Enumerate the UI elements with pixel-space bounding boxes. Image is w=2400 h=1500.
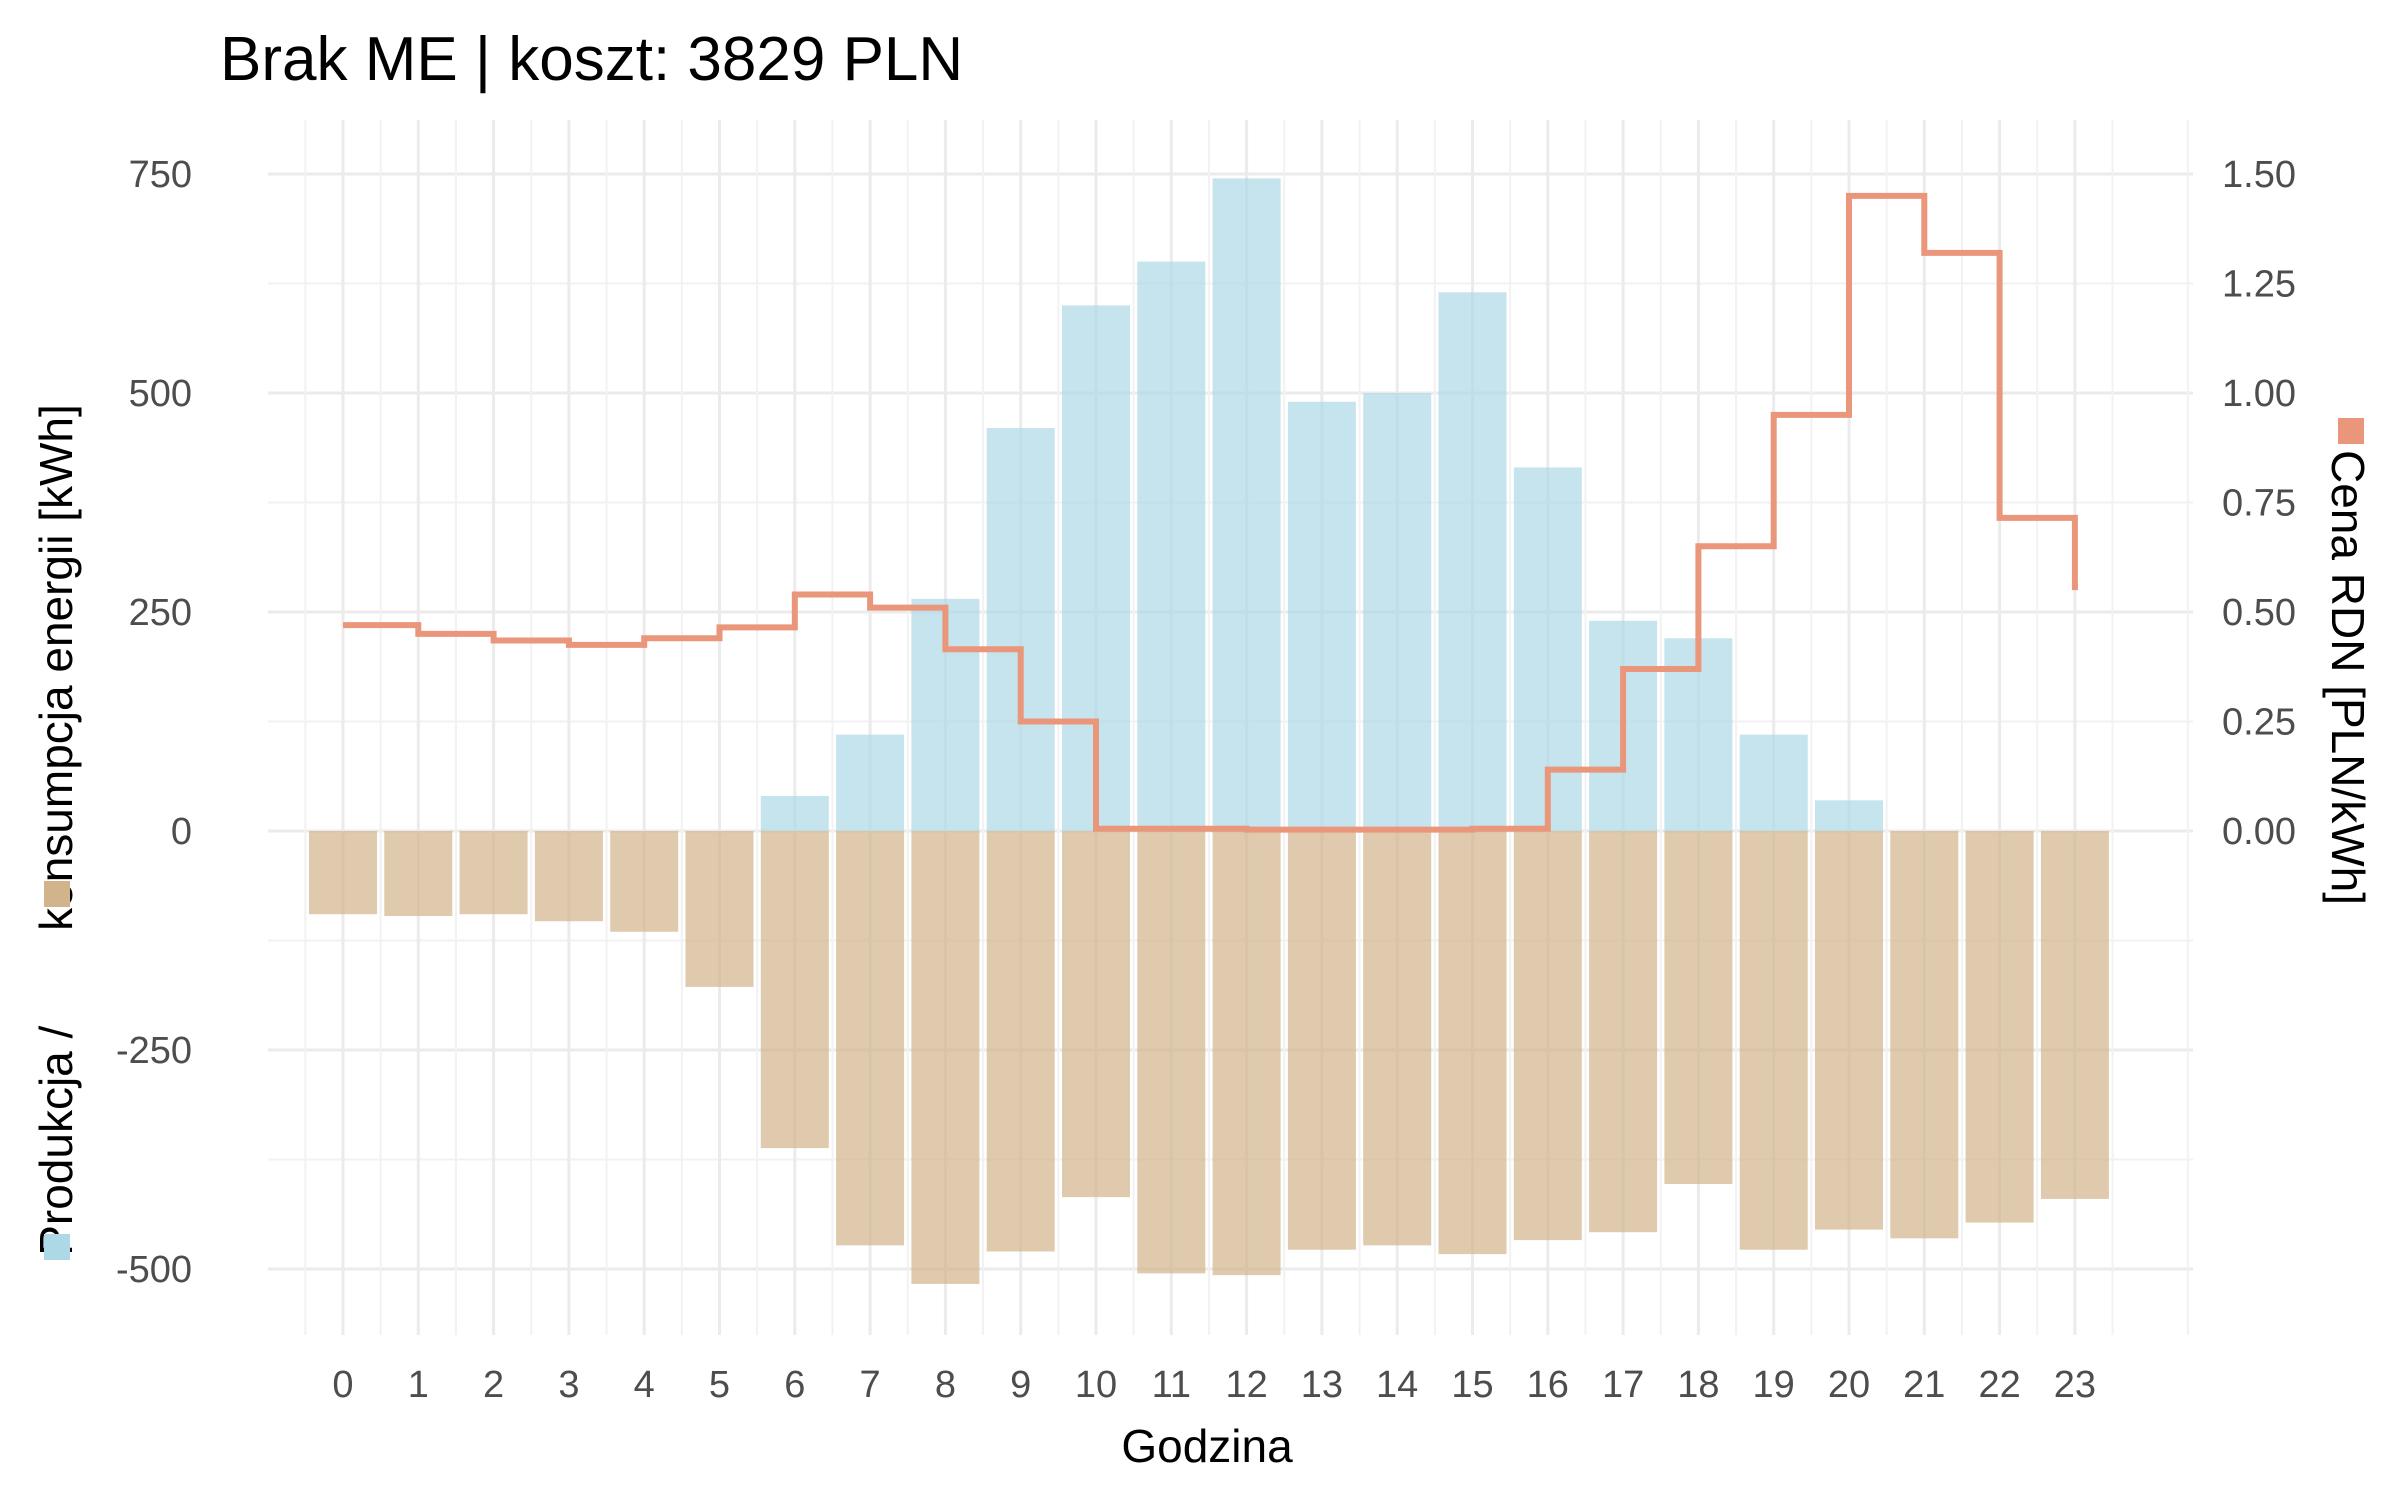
consumption-bar-20 (1815, 831, 1883, 1230)
consumption-bar-9 (986, 831, 1055, 1252)
consumption-bar-10 (1062, 831, 1130, 1198)
consumption-bar-8 (911, 831, 980, 1284)
right-tick-label: 0.25 (2222, 702, 2296, 744)
right-tick-label: 0.50 (2222, 592, 2296, 634)
consumption-bar-3 (534, 831, 603, 922)
price-line (343, 192, 2078, 833)
left-tick-label: -250 (116, 1030, 192, 1072)
x-tick-label: 1 (408, 1364, 429, 1406)
y-axis-right-title: Cena RDN [PLN/kWh] (2322, 450, 2374, 905)
consumption-bar-17 (1589, 831, 1658, 1233)
right-tick-label: 0.00 (2222, 811, 2296, 853)
x-tick-label: 18 (1677, 1364, 1719, 1406)
right-tick-label: 0.75 (2222, 483, 2296, 525)
consumption-bar-0 (309, 831, 377, 915)
y-axis-right-title-text: Cena RDN [PLN/kWh] (2322, 450, 2374, 905)
consumption-bar-12 (1212, 831, 1281, 1276)
consumption-bar-23 (2040, 831, 2109, 1199)
x-tick-label: 21 (1903, 1364, 1945, 1406)
left-axis-ticks: 750 500 250 0 -250 -500 (116, 154, 192, 1291)
y-axis-left-title: Produkcja / konsumpcja energii [kWh] (30, 404, 82, 1256)
left-tick-label: -500 (116, 1249, 192, 1291)
x-tick-label: 14 (1376, 1364, 1418, 1406)
right-tick-label: 1.25 (2222, 264, 2296, 306)
production-bar-13 (1287, 401, 1356, 831)
x-tick-label: 0 (332, 1364, 353, 1406)
consumption-bar-5 (685, 831, 754, 987)
left-tick-label: 750 (129, 154, 192, 196)
x-tick-label: 5 (709, 1364, 730, 1406)
production-bar-9 (986, 428, 1055, 831)
consumption-bar-7 (836, 831, 905, 1246)
consumption-bar-19 (1739, 831, 1808, 1250)
x-tick-label: 13 (1301, 1364, 1343, 1406)
x-tick-label: 20 (1828, 1364, 1870, 1406)
x-tick-label: 7 (860, 1364, 881, 1406)
production-bar-20 (1815, 800, 1883, 831)
x-tick-label: 4 (634, 1364, 655, 1406)
right-axis-ticks: 1.50 1.25 1.00 0.75 0.50 0.25 0.00 (2222, 154, 2296, 853)
consumption-bar-15 (1438, 831, 1507, 1255)
legend-key-production (44, 1234, 70, 1260)
x-tick-label: 19 (1753, 1364, 1795, 1406)
left-tick-label: 500 (129, 373, 192, 415)
consumption-bar-21 (1890, 831, 1959, 1239)
x-tick-label: 12 (1225, 1364, 1267, 1406)
production-bar-7 (836, 734, 905, 831)
consumption-bar-14 (1363, 831, 1432, 1246)
right-tick-label: 1.50 (2222, 154, 2296, 196)
consumption-bar-2 (459, 831, 528, 915)
consumption-bar-18 (1664, 831, 1733, 1185)
consumption-bar-13 (1287, 831, 1356, 1250)
price-step-line (343, 192, 2078, 833)
production-bar-15 (1438, 292, 1507, 831)
x-tick-label: 16 (1527, 1364, 1569, 1406)
right-tick-label: 1.00 (2222, 373, 2296, 415)
x-tick-label: 23 (2054, 1364, 2096, 1406)
chart-title: Brak ME | koszt: 3829 PLN (220, 25, 963, 94)
x-axis-title: Godzina (1121, 1420, 1293, 1472)
y-axis-left-title-part2: konsumpcja energii [kWh] (30, 404, 82, 931)
x-tick-label: 2 (483, 1364, 504, 1406)
x-tick-label: 9 (1010, 1364, 1031, 1406)
consumption-bars (309, 831, 2109, 1284)
consumption-bar-16 (1513, 831, 1582, 1241)
x-tick-label: 6 (784, 1364, 805, 1406)
x-tick-label: 8 (935, 1364, 956, 1406)
consumption-bar-4 (610, 831, 679, 932)
y-axis-left-title-part1: Produkcja / (30, 1025, 82, 1255)
x-tick-label: 11 (1152, 1364, 1191, 1406)
left-tick-label: 250 (129, 592, 192, 634)
x-tick-label: 17 (1602, 1364, 1644, 1406)
x-tick-label: 15 (1451, 1364, 1493, 1406)
consumption-bar-22 (1965, 831, 2034, 1223)
production-bar-6 (760, 795, 829, 831)
consumption-bar-11 (1137, 831, 1206, 1274)
consumption-bar-1 (384, 831, 453, 916)
production-bar-19 (1739, 734, 1808, 831)
consumption-bar-6 (760, 831, 829, 1149)
production-bar-11 (1137, 261, 1206, 832)
x-axis-ticks: 0 1 2 3 4 5 6 7 8 9 10 11 12 13 14 15 16 17 18 19 20 21 22 23 (332, 1364, 2096, 1406)
x-tick-label: 10 (1075, 1364, 1117, 1406)
svg-text:Produkcja / konsumpcja e: Produkcja / konsumpcja energii [kWh] (30, 404, 82, 1256)
x-tick-label: 3 (558, 1364, 579, 1406)
production-bars (760, 178, 1883, 832)
legend-key-price (2338, 418, 2364, 444)
x-tick-label: 22 (1978, 1364, 2020, 1406)
legend-key-consumption (44, 881, 70, 907)
production-bar-12 (1212, 178, 1281, 831)
production-bar-14 (1363, 393, 1432, 831)
left-tick-label: 0 (171, 811, 192, 853)
